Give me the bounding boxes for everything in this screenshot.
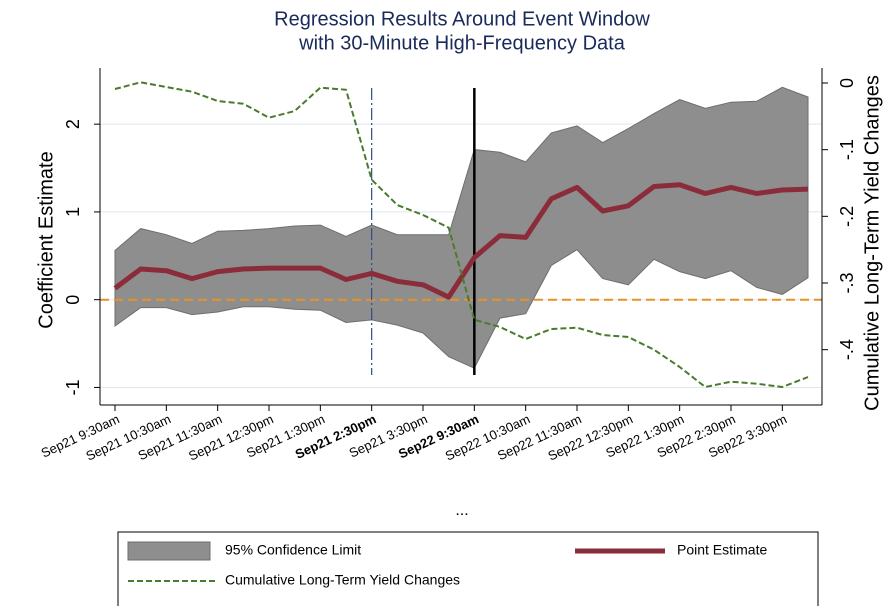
y-tick-label: 0 <box>63 295 83 305</box>
legend-label: Cumulative Long-Term Yield Changes <box>225 572 460 588</box>
legend-label: Point Estimate <box>677 542 767 558</box>
series-line <box>113 182 809 300</box>
y-tick-label: 1 <box>63 207 83 217</box>
y2-tick-label: -.1 <box>837 139 857 160</box>
chart-title: with 30-Minute High-Frequency Data <box>298 32 626 54</box>
chart-title: Regression Results Around Event Window <box>274 8 650 30</box>
y2-tick-label: -.4 <box>837 339 857 360</box>
confidence-band <box>114 86 809 369</box>
legend-label: 95% Confidence Limit <box>225 542 361 558</box>
y2-tick-label: -.2 <box>837 206 857 227</box>
series-line <box>114 81 809 388</box>
legend-box <box>117 531 819 606</box>
y-axis-title: Coefficient Estimate <box>35 151 57 329</box>
y-tick-label: -1 <box>63 379 83 395</box>
annotation: ... <box>455 502 468 519</box>
y2-tick-label: 0 <box>837 78 857 88</box>
y2-tick-label: -.3 <box>837 272 857 293</box>
legend-swatch <box>127 541 211 561</box>
y2-axis-title: Cumulative Long-Term Yield Changes <box>861 75 883 411</box>
y-tick-label: 2 <box>63 119 83 129</box>
